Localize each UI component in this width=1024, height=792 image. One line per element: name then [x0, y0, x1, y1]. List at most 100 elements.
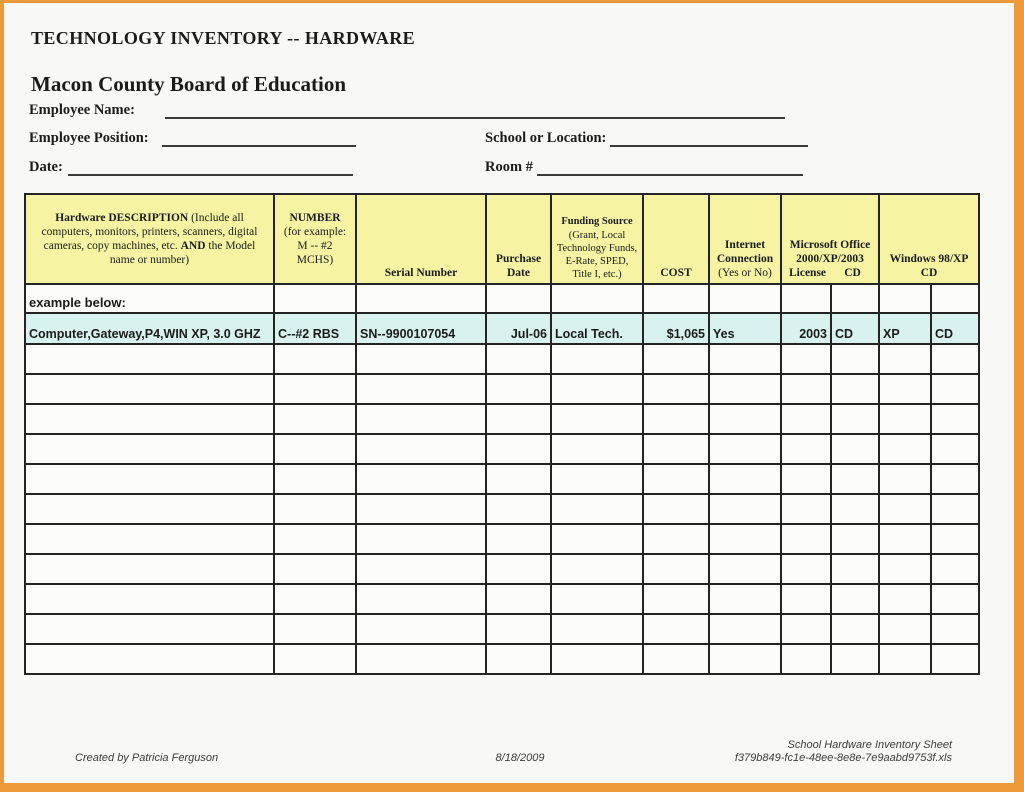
- empty-cell: [878, 433, 933, 465]
- empty-cell: [829, 553, 881, 585]
- empty-cell: [930, 643, 981, 675]
- empty-cell: [708, 613, 782, 645]
- empty-row: [24, 463, 981, 495]
- windows-header-line2: CD: [920, 266, 938, 279]
- empty-cell: [642, 283, 710, 314]
- empty-cell: [355, 463, 487, 495]
- col-header-description: Hardware DESCRIPTION (Include all comput…: [24, 193, 275, 285]
- example-funding-cell: Local Tech.: [550, 312, 644, 345]
- empty-cell: [878, 463, 933, 495]
- room-label: Room #: [485, 159, 533, 175]
- empty-cell: [708, 433, 782, 465]
- empty-cell: [930, 493, 981, 525]
- office-header-line2: 2000/XP/2003: [796, 252, 864, 265]
- empty-cell: [930, 553, 981, 585]
- purchase-header-line1: Purchase: [495, 252, 542, 265]
- empty-cell: [355, 613, 487, 645]
- col-header-funding-source: Funding Source (Grant, Local Technology …: [550, 193, 644, 285]
- empty-cell: [24, 523, 275, 555]
- empty-cell: [708, 583, 782, 615]
- empty-cell: [355, 403, 487, 435]
- empty-cell: [355, 283, 487, 314]
- date-blank-line: [67, 158, 353, 176]
- empty-cell: [485, 403, 552, 435]
- empty-cell: [780, 583, 832, 615]
- empty-cell: [355, 523, 487, 555]
- inventory-table: Hardware DESCRIPTION (Include all comput…: [24, 193, 981, 675]
- example-windows-cd-cell: CD: [930, 312, 981, 345]
- empty-cell: [24, 343, 275, 375]
- empty-row: [24, 553, 981, 585]
- date-label: Date:: [29, 159, 63, 175]
- footer-sheet-info: School Hardware Inventory Sheet f379b849…: [735, 739, 952, 765]
- empty-cell: [485, 613, 552, 645]
- empty-cell: [642, 613, 710, 645]
- empty-row: [24, 613, 981, 645]
- empty-cell: [24, 553, 275, 585]
- empty-cell: [273, 343, 357, 375]
- office-license-subheader: License: [788, 266, 827, 279]
- empty-cell: [273, 493, 357, 525]
- empty-cell: [355, 553, 487, 585]
- office-cd-subheader: CD: [844, 266, 861, 279]
- table-body: example below: Computer,Gateway,P4,WIN X…: [24, 283, 981, 675]
- empty-cell: [878, 643, 933, 675]
- empty-cell: [485, 493, 552, 525]
- empty-cell: [780, 373, 832, 405]
- empty-row: [24, 403, 981, 435]
- empty-cell: [485, 553, 552, 585]
- empty-row: [24, 433, 981, 465]
- empty-cell: [780, 463, 832, 495]
- description-header-bold: Hardware DESCRIPTION: [55, 211, 189, 224]
- empty-cell: [24, 643, 275, 675]
- windows-header-line1: Windows 98/XP: [889, 252, 969, 265]
- empty-cell: [273, 553, 357, 585]
- empty-cell: [930, 583, 981, 615]
- empty-cell: [780, 643, 832, 675]
- organization-name: Macon County Board of Education: [31, 72, 347, 96]
- empty-cell: [355, 643, 487, 675]
- funding-header-bold: Funding Source: [561, 216, 633, 228]
- col-header-cost: COST: [642, 193, 710, 285]
- empty-cell: [485, 373, 552, 405]
- example-windows-xp-cell: XP: [878, 312, 933, 345]
- office-subheaders: License CD: [785, 266, 875, 280]
- example-office-license-cell: 2003: [780, 312, 832, 345]
- empty-cell: [273, 403, 357, 435]
- employee-position-label: Employee Position:: [29, 130, 149, 146]
- empty-cell: [878, 523, 933, 555]
- col-header-serial: Serial Number: [355, 193, 487, 285]
- empty-cell: [930, 373, 981, 405]
- empty-cell: [550, 433, 644, 465]
- empty-cell: [273, 523, 357, 555]
- empty-cell: [780, 523, 832, 555]
- empty-row: [24, 493, 981, 525]
- empty-cell: [708, 523, 782, 555]
- empty-cell: [708, 643, 782, 675]
- empty-cell: [780, 283, 832, 314]
- empty-cell: [780, 403, 832, 435]
- empty-row: [24, 523, 981, 555]
- empty-cell: [273, 463, 357, 495]
- empty-cell: [642, 433, 710, 465]
- empty-cell: [930, 433, 981, 465]
- empty-cell: [708, 343, 782, 375]
- internet-header-bold: Internet Connection: [716, 238, 774, 265]
- empty-cell: [829, 643, 881, 675]
- empty-cell: [930, 463, 981, 495]
- empty-cell: [550, 403, 644, 435]
- empty-cell: [829, 433, 881, 465]
- school-location-blank-line: [610, 129, 808, 147]
- empty-cell: [642, 643, 710, 675]
- empty-row: [24, 343, 981, 375]
- empty-cell: [829, 613, 881, 645]
- purchase-header-line2: Date: [507, 266, 530, 279]
- empty-cell: [485, 433, 552, 465]
- example-serial-cell: SN--9900107054: [355, 312, 487, 345]
- employee-name-blank-line: [164, 101, 785, 119]
- col-header-ms-office: Microsoft Office 2000/XP/2003 License CD: [779, 193, 881, 285]
- empty-cell: [930, 283, 981, 314]
- school-location-row: School or Location:: [485, 129, 808, 147]
- empty-cell: [550, 643, 644, 675]
